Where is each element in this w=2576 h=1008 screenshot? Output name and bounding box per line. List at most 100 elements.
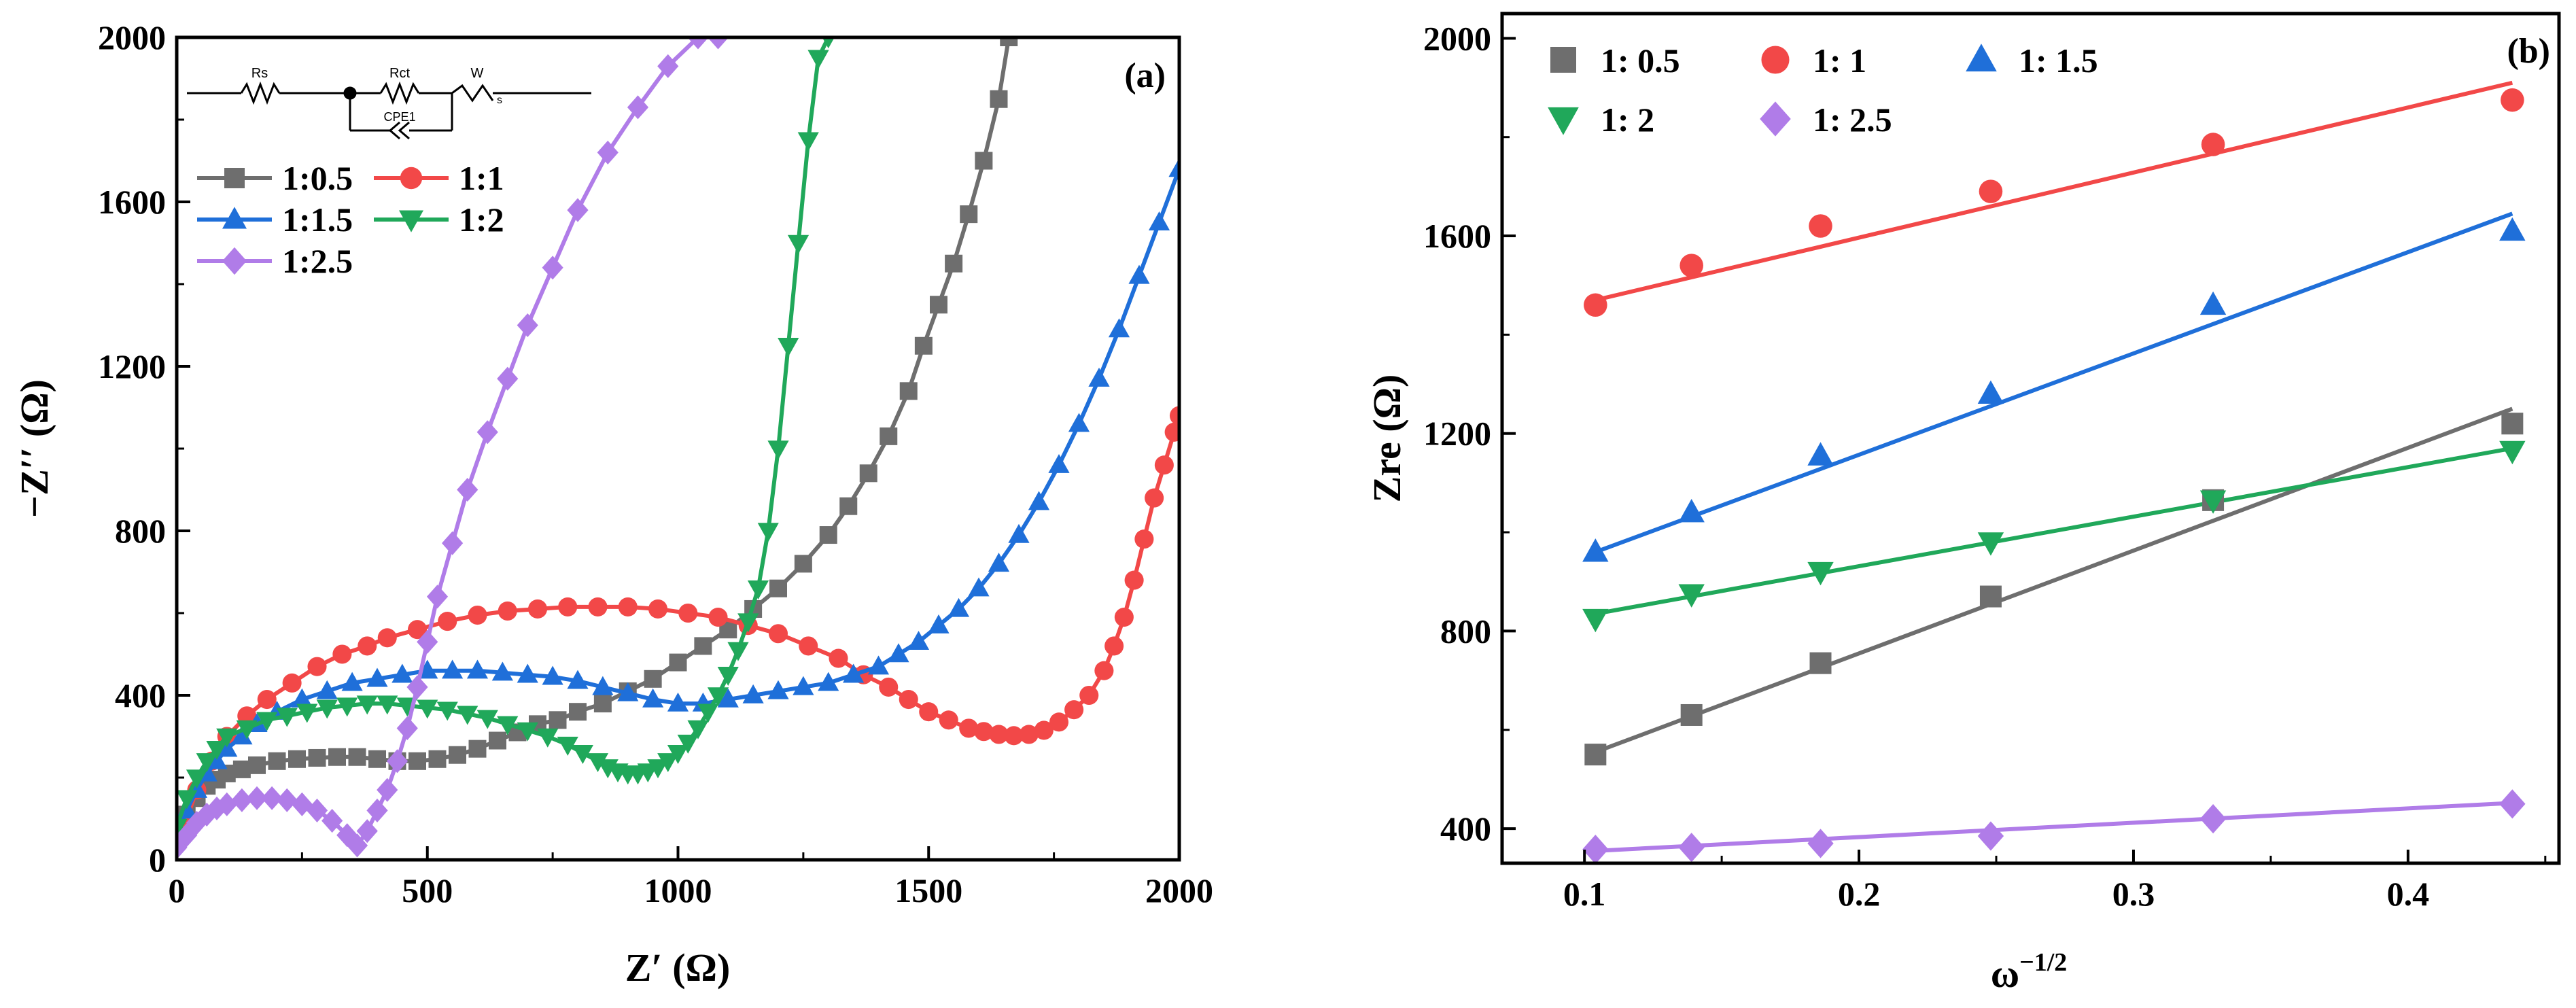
panel-a-point-series-3 [442, 659, 464, 679]
panel-a-point-series-5 [476, 420, 498, 445]
panel-a-point-series-3 [291, 688, 313, 708]
panel-b-ylabel: Zre (Ω) [1365, 375, 1409, 503]
panel-a-point-series-4 [497, 716, 519, 735]
panel-a-point-series-3 [867, 655, 890, 675]
circuit-label-rs: Rs [251, 66, 268, 81]
panel-b-point-series-3 [1977, 380, 2004, 404]
panel-a-point-series-1 [232, 760, 251, 778]
panel-a-point-series-1 [348, 748, 366, 766]
panel-a-point-series-4 [717, 667, 739, 686]
panel-a-point-series-3 [517, 663, 538, 683]
panel-b-fit-line-5 [1595, 801, 2513, 853]
panel-a-legend-label-1: 1:0.5 [282, 159, 353, 197]
panel-b-legend-label-1: 1: 0.5 [1601, 41, 1680, 80]
panel-a-point-series-1 [694, 637, 712, 655]
panel-a-point-series-2 [1134, 529, 1154, 549]
panel-a-point-series-4 [687, 720, 709, 740]
panel-a-point-series-1 [859, 464, 877, 483]
panel-a-point-series-1 [489, 731, 506, 750]
circuit-label-w-subscript: s [497, 94, 502, 106]
panel-b-point-series-3 [1582, 538, 1609, 562]
panel-a-point-series-4 [697, 703, 719, 723]
panel-a-point-series-2 [1164, 422, 1179, 442]
panel-a-point-series-5 [177, 835, 188, 860]
panel-b-point-series-3 [1678, 499, 1705, 523]
panel-a-point-series-3 [907, 631, 930, 650]
panel-a-point-series-4 [216, 728, 238, 748]
panel-a-point-series-1 [930, 296, 947, 314]
panel-a-legend: 1:0.5 1:1 1:1.5 1:2 1:2.5 [197, 159, 504, 280]
panel-a-point-series-1 [975, 152, 993, 170]
panel-a-point-series-4 [276, 708, 298, 727]
panel-a-point-series-3 [1068, 413, 1090, 432]
panel-a-point-series-4 [177, 818, 188, 838]
panel-a-point-series-1 [308, 748, 326, 767]
panel-a-point-series-5 [246, 786, 268, 810]
panel-a-point-series-2 [1104, 636, 1124, 656]
panel-a-point-series-2 [829, 648, 848, 668]
panel-a-point-series-5 [517, 313, 538, 338]
panel-a-point-series-4 [822, 37, 835, 49]
panel-b-point-series-2 [1584, 293, 1607, 317]
panel-b-point-series-1 [2501, 413, 2524, 435]
panel-a-point-series-4 [557, 736, 578, 756]
panel-a-legend-marker-3 [222, 207, 247, 229]
panel-a-point-series-4 [747, 580, 769, 599]
panel-a-point-series-2 [768, 624, 788, 644]
panel-b-legend-label-4: 1: 2 [1601, 101, 1654, 139]
panel-a-point-series-4 [807, 50, 829, 69]
panel-a-point-series-2 [959, 718, 979, 738]
panel-a-point-series-5 [417, 629, 438, 654]
panel-b-ytick-label: 2000 [1423, 19, 1491, 57]
panel-a-point-series-4 [236, 720, 258, 740]
panel-a-point-series-5 [457, 477, 478, 502]
panel-a-point-series-4 [356, 695, 378, 715]
panel-b-ticks: 0.1 0.2 0.3 0.4 400 800 1200 1600 2000 [1423, 19, 2547, 913]
panel-a-point-series-3 [767, 680, 789, 699]
circuit-label-cpe1: CPE1 [383, 110, 415, 124]
panel-a-point-series-5 [426, 585, 449, 609]
panel-b-point-series-4 [1807, 561, 1834, 586]
panel-a-point-series-4 [196, 753, 217, 773]
panel-a-point-series-2 [1169, 406, 1179, 425]
panel-b-point-series-4 [2499, 440, 2526, 465]
panel-a-point-series-1 [880, 427, 898, 445]
panel-a-ytick-label: 400 [115, 676, 166, 714]
panel-a-xtick-label: 0 [169, 871, 186, 909]
panel-a-point-series-4 [457, 706, 478, 725]
panel-a-point-series-5 [377, 778, 398, 802]
panel-a-point-series-3 [1088, 367, 1110, 387]
panel-a-point-series-4 [647, 759, 669, 779]
equivalent-circuit-inset [187, 81, 591, 140]
panel-b-point-series-4 [1582, 608, 1609, 633]
panel-a-point-series-4 [797, 132, 819, 152]
panel-a-legend-marker-4 [399, 210, 423, 232]
panel-b-legend-marker-4 [1548, 107, 1579, 135]
panel-a-point-series-5 [442, 531, 464, 555]
panel-a-point-series-2 [498, 601, 517, 621]
panel-a-point-series-3 [567, 670, 589, 689]
panel-a-point-series-4 [657, 753, 679, 773]
panel-a-point-series-2 [1004, 726, 1024, 746]
panel-a-legend-marker-5 [222, 247, 247, 275]
panel-a-ytick-label: 800 [115, 512, 166, 550]
panel-a-ytick-label: 1200 [98, 347, 166, 385]
panel-a-point-series-1 [945, 254, 963, 273]
panel-a-point-series-1 [288, 750, 306, 768]
panel-a-point-series-3 [1108, 318, 1130, 338]
panel-a-point-series-3 [793, 676, 814, 695]
panel-a-point-series-3 [888, 643, 909, 663]
panel-a-point-series-2 [377, 628, 397, 648]
panel-a-point-series-2 [939, 710, 958, 730]
panel-a-point-series-2 [1154, 455, 1174, 475]
panel-a-point-series-1 [990, 90, 1008, 108]
panel-a-point-series-4 [587, 753, 609, 773]
panel-a-legend-label-3: 1:1.5 [282, 201, 353, 239]
panel-b-point-series-2 [1679, 254, 1703, 277]
panel-a-point-series-4 [778, 338, 799, 357]
panel-a-point-series-2 [1064, 700, 1084, 720]
panel-a-point-series-5 [216, 792, 238, 816]
panel-b-xlabel-exponent: −1/2 [2019, 948, 2067, 977]
panel-a-point-series-4 [727, 642, 749, 661]
